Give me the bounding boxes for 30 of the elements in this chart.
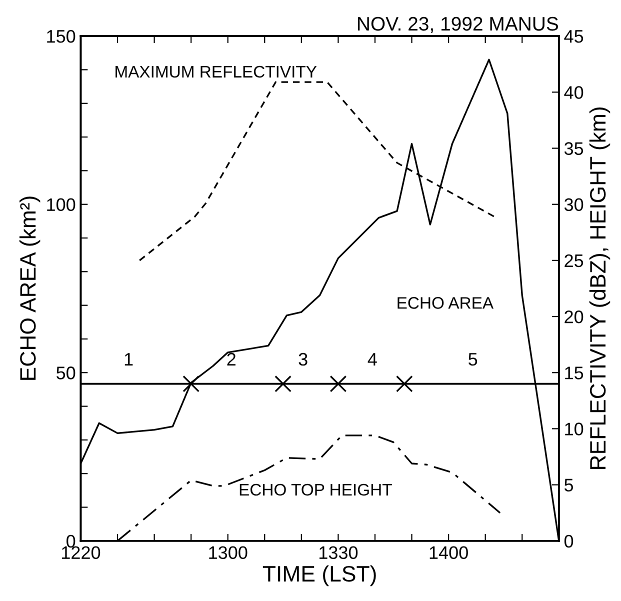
x-tick-label: 1330	[320, 546, 358, 560]
y2-tick-label: 30	[564, 198, 584, 212]
annotation: 3	[298, 352, 308, 366]
y2-tick-label: 45	[564, 30, 584, 43]
x-tick-label: 1220	[62, 546, 100, 560]
y-tick-label: 50	[56, 366, 76, 380]
annotation: 1	[124, 353, 133, 366]
y2-tick-label: 35	[564, 142, 584, 155]
y2-tick-label: 15	[565, 366, 584, 380]
series-label: ECHO TOP HEIGHT	[240, 484, 392, 496]
y2-axis-title: REFLECTIVITY (dBZ), HEIGHT (km)	[589, 108, 610, 469]
chart-title: NOV. 23, 1992 MANUS	[358, 16, 558, 33]
y2-tick-label: 40	[564, 86, 584, 99]
series-label: ECHO AREA	[398, 297, 494, 309]
y-tick-label: 100	[47, 198, 76, 212]
y-tick-label: 150	[47, 30, 76, 43]
y2-tick-label: 5	[564, 478, 574, 492]
x-tick-label: 1300	[209, 546, 248, 560]
y-tick-label: 0	[66, 534, 76, 548]
x-axis-title: TIME (LST)	[262, 565, 376, 586]
x-tick-label: 1400	[430, 546, 468, 560]
y2-tick-label: 25	[564, 254, 584, 268]
y2-tick-label: 10	[565, 422, 584, 436]
y2-tick-label: 0	[564, 534, 574, 548]
y2-tick-label: 20	[564, 310, 584, 324]
annotation: 4	[368, 353, 377, 366]
series-label: MAXIMUM REFLECTIVITY	[116, 66, 317, 78]
annotation: 5	[468, 353, 478, 366]
annotation: 2	[227, 352, 236, 366]
y-axis-title: ECHO AREA (km²)	[19, 196, 40, 380]
